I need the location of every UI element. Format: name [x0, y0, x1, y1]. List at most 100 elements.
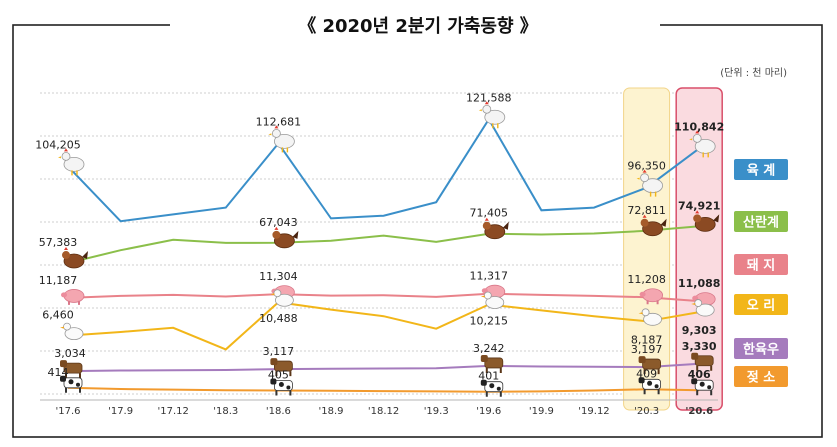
marker-6-17-6	[60, 375, 83, 393]
legend-item-1: 육 계	[734, 159, 788, 180]
data-label-2-20-6: 74,921	[678, 199, 720, 212]
marker-4-19-6	[480, 291, 505, 309]
x-tick-19-9: '19.9	[529, 406, 554, 417]
data-label-1-20-6: 110,842	[674, 120, 724, 133]
data-label-4-20-3: 8,187	[631, 333, 663, 346]
chart-title: 《 2020년 2분기 가축동향 》	[298, 16, 538, 37]
data-label-5-20-6: 3,330	[682, 340, 717, 353]
legend-item-5: 한육우	[734, 338, 788, 359]
series-lines	[67, 117, 700, 393]
marker-4-20-3	[638, 308, 662, 326]
marker-6-19-6	[480, 379, 504, 397]
marker-1-17-6	[58, 148, 85, 176]
data-label-1-18-6: 112,681	[256, 115, 302, 128]
title-background	[170, 10, 660, 42]
marker-5-20-3	[638, 356, 661, 375]
legend-label-5: 한육우	[743, 342, 779, 358]
marker-6-18-6	[270, 378, 293, 396]
gridlines	[40, 92, 718, 395]
legend-item-4: 오 리	[734, 294, 788, 315]
x-tick-20-3: '20.3	[634, 406, 659, 417]
data-label-2-19-6: 71,405	[470, 207, 509, 220]
data-label-4-20-6: 9,303	[682, 324, 717, 337]
data-label-5-20-3: 3,197	[631, 343, 663, 356]
data-label-2-20-3: 72,811	[627, 204, 666, 217]
data-label-3-19-6: 11,317	[470, 270, 509, 283]
legend-label-2: 산란계	[743, 215, 779, 231]
x-tick-17-9: '17.9	[108, 406, 133, 417]
data-label-3-17-6: 11,187	[39, 274, 78, 287]
data-label-3-20-6: 11,088	[678, 277, 720, 290]
series-line-3	[67, 292, 700, 303]
marker-4-18-6	[270, 289, 294, 307]
highlight-bands	[623, 87, 723, 411]
legend-label-6: 젖 소	[747, 371, 775, 386]
legend-item-2: 산란계	[734, 211, 788, 232]
legend-item-6: 젖 소	[734, 366, 788, 387]
x-tick-19-3: '19.3	[424, 406, 449, 417]
marker-6-20-6	[691, 378, 714, 396]
data-label-4-18-6: 10,488	[259, 312, 298, 325]
legend-item-3: 돼 지	[734, 254, 788, 275]
data-label-1-19-6: 121,588	[466, 91, 512, 104]
data-label-3-18-6: 11,304	[259, 270, 298, 283]
marker-3-17-6	[61, 289, 85, 305]
marker-1-20-3	[636, 169, 663, 197]
data-labels: 104,205 112,681 121,588 96,350 110,842 57,383…	[35, 91, 724, 382]
data-label-6-19-6: 401	[478, 370, 499, 383]
data-label-2-18-6: 67,043	[259, 216, 298, 229]
data-label-5-18-6: 3,117	[263, 345, 295, 358]
x-tick-17-12: '17.12	[158, 406, 189, 417]
data-label-6-17-6: 414	[48, 366, 69, 379]
data-label-1-17-6: 104,205	[35, 138, 81, 151]
x-axis: '17.6 '17.9 '17.12 '18.3 '18.6 '18.9 '18.12 '19…	[40, 399, 718, 417]
data-label-4-19-6: 10,215	[470, 315, 509, 328]
marker-4-20-6	[691, 299, 715, 317]
x-tick-18-9: '18.9	[318, 406, 343, 417]
unit-note: (단위 : 천 마리)	[720, 66, 787, 79]
data-label-1-20-3: 96,350	[627, 160, 666, 173]
data-label-2-17-6: 57,383	[39, 236, 78, 249]
legend-label-4: 오 리	[747, 298, 775, 314]
series-line-1	[67, 117, 700, 223]
data-label-6-18-6: 405	[268, 369, 289, 382]
data-label-3-20-3: 11,208	[627, 273, 666, 286]
legend-label-3: 돼 지	[747, 258, 775, 274]
legend-label-1: 육 계	[747, 163, 775, 179]
data-label-4-17-6: 6,460	[42, 309, 74, 322]
marker-5-19-6	[480, 354, 504, 373]
x-tick-18-12: '18.12	[368, 406, 399, 417]
x-tick-18-6: '18.6	[266, 406, 291, 417]
data-label-6-20-3: 409	[636, 367, 657, 380]
data-label-5-19-6: 3,242	[473, 342, 505, 355]
highlight-band-20-6	[675, 87, 723, 411]
data-label-6-20-6: 406	[688, 368, 711, 381]
data-label-5-17-6: 3,034	[54, 347, 86, 360]
x-tick-17-6: '17.6	[55, 406, 80, 417]
series-line-4	[67, 301, 700, 351]
animal-markers	[58, 101, 720, 397]
series-line-6	[67, 386, 700, 393]
marker-2-20-6	[693, 210, 720, 232]
x-tick-19-12: '19.12	[578, 406, 609, 417]
marker-2-20-3	[640, 214, 667, 237]
marker-5-20-6	[691, 352, 714, 371]
x-tick-20-6: '20.6	[685, 406, 713, 417]
marker-3-20-3	[639, 288, 663, 305]
marker-2-18-6	[272, 226, 299, 249]
marker-1-18-6	[268, 125, 295, 153]
marker-1-20-6	[689, 130, 716, 158]
series-line-2	[67, 225, 700, 264]
marker-5-17-6	[60, 360, 83, 379]
series-line-5	[67, 362, 700, 373]
marker-2-17-6	[62, 247, 88, 269]
marker-4-17-6	[60, 322, 84, 341]
x-tick-18-3: '18.3	[213, 406, 238, 417]
marker-6-20-3	[638, 377, 661, 395]
marker-2-19-6	[482, 217, 509, 240]
highlight-band-20-3	[623, 87, 671, 411]
marker-1-19-6	[478, 101, 506, 129]
marker-5-18-6	[270, 358, 293, 377]
